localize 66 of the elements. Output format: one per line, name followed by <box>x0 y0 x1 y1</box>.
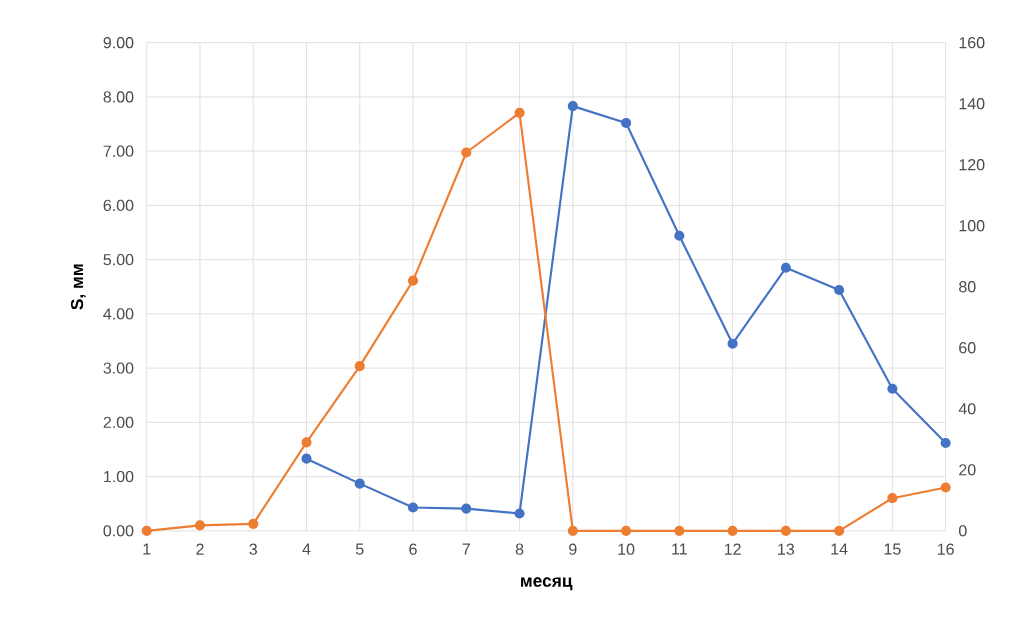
y2-tick-label: 160 <box>959 37 985 49</box>
point <box>407 275 419 286</box>
point <box>194 520 206 531</box>
point <box>567 101 578 112</box>
point <box>621 525 632 537</box>
x-tick-label: 13 <box>778 543 795 556</box>
y-tick-label: 6.00 <box>103 199 134 212</box>
y2-tick-label: 20 <box>959 464 976 476</box>
point <box>567 525 578 537</box>
y-tick-label: 7.00 <box>103 145 134 158</box>
x-axis-title: месяц <box>521 577 573 591</box>
x-tick-label: 3 <box>249 543 257 556</box>
point <box>780 525 791 537</box>
x-tick-label: 6 <box>409 543 417 556</box>
x-tick-label: 5 <box>355 543 364 555</box>
y-tick-label: 3.00 <box>103 362 134 374</box>
point <box>461 147 472 158</box>
point <box>727 338 738 350</box>
point <box>940 438 951 449</box>
y-tick-label: 9.00 <box>103 37 134 49</box>
x-tick-label: 8 <box>515 543 524 556</box>
point <box>248 518 259 530</box>
y2-tick-label: 60 <box>959 342 976 354</box>
point <box>301 437 312 448</box>
y2-tick-label: 120 <box>959 159 985 171</box>
x-tick-label: 11 <box>672 543 687 555</box>
y-tick-label: 4.00 <box>103 308 134 320</box>
point <box>407 502 419 513</box>
x-tick-label: 9 <box>569 543 577 556</box>
point <box>514 108 525 119</box>
point <box>141 525 152 537</box>
point <box>834 525 845 537</box>
point <box>461 503 472 514</box>
y-tick-label: 5.00 <box>103 254 134 266</box>
x-tick-label: 7 <box>462 543 470 555</box>
point <box>887 493 898 504</box>
x-tick-label: 1 <box>143 543 151 555</box>
point <box>727 525 738 537</box>
point <box>354 478 365 489</box>
point <box>780 262 791 274</box>
point <box>514 508 525 519</box>
y-tick-label: 8.00 <box>103 91 134 103</box>
x-tick-label: 16 <box>937 543 954 556</box>
x-tick-label: 14 <box>831 543 848 555</box>
y2-tick-label: 140 <box>959 98 985 110</box>
y2-tick-label: 0 <box>958 525 967 537</box>
point <box>940 482 951 493</box>
y-tick-label: 1.00 <box>104 471 134 483</box>
x-tick-label: 4 <box>302 543 311 555</box>
x-tick-label: 2 <box>196 543 204 555</box>
point <box>621 118 632 129</box>
point <box>834 285 845 296</box>
point <box>887 383 898 395</box>
y-tick-label: 2.00 <box>103 416 134 429</box>
point <box>674 230 685 242</box>
point <box>674 525 685 537</box>
x-tick-label: 15 <box>884 543 901 555</box>
point <box>354 361 365 372</box>
x-tick-label: 10 <box>618 543 635 556</box>
y-tick-label: 0.00 <box>103 525 134 537</box>
y2-tick-label: 80 <box>959 281 976 293</box>
y-axis-title: S, мм <box>70 264 86 310</box>
point <box>301 453 312 464</box>
x-tick-label: 12 <box>724 543 741 555</box>
y2-tick-label: 40 <box>958 403 976 415</box>
y2-tick-label: 100 <box>959 220 985 232</box>
